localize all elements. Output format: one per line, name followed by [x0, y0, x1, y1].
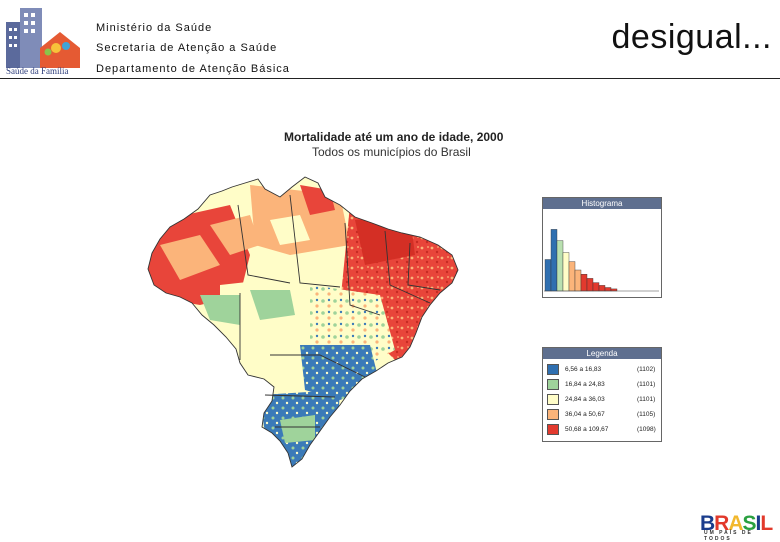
legend-swatch: [547, 394, 559, 405]
brasil-tagline: UM PAÍS DE TODOS: [704, 530, 753, 542]
histogram-bar: [610, 288, 618, 292]
legend-count: (1101): [637, 381, 656, 388]
department-name: Departamento de Atenção Básica: [96, 63, 290, 75]
histogram-bar: [586, 278, 594, 292]
legend-item: 36,04 a 50,67 (1105): [547, 409, 659, 421]
legend-range-label: 6,56 a 16,83: [565, 366, 602, 373]
legend-swatch: [547, 364, 559, 375]
map-subtitle: Todos os municípios do Brasil: [312, 145, 471, 159]
legend-swatch: [547, 409, 559, 420]
histogram-bar: [574, 269, 582, 292]
legend-panel: Legenda 6,56 a 16,83 (1102) 16,84 a 24,8…: [542, 347, 662, 442]
histogram-bar: [544, 259, 552, 292]
legend-range-label: 16,84 a 24,83: [565, 381, 605, 388]
histogram-bar: [604, 287, 612, 292]
slide-title: desigual...: [611, 18, 772, 56]
histogram-bar: [550, 229, 558, 292]
legend-title: Legenda: [543, 348, 661, 359]
legend-item: 24,84 a 36,03 (1101): [547, 394, 659, 406]
legend-item: 16,84 a 24,83 (1101): [547, 379, 659, 391]
header-divider: [0, 78, 780, 79]
legend-count: (1105): [637, 411, 656, 418]
secretariat-name: Secretaria de Atenção a Saúde: [96, 42, 278, 54]
brasil-logo: BRASIL: [700, 512, 774, 535]
saude-familia-logo: [4, 4, 90, 78]
histogram-bar: [598, 285, 606, 292]
histogram-bar: [562, 252, 570, 292]
legend-item: 6,56 a 16,83 (1102): [547, 364, 659, 376]
legend-item: 50,68 a 109,67 (1098): [547, 424, 659, 436]
histogram-bar: [568, 261, 576, 292]
brazil-choropleth-map: [147, 176, 459, 468]
legend-swatch: [547, 424, 559, 435]
logo-caption: Saúde da Família: [6, 66, 69, 76]
legend-count: (1101): [637, 396, 656, 403]
histogram-bar: [556, 240, 564, 292]
legend-range-label: 36,04 a 50,67: [565, 411, 605, 418]
histogram-panel: Histograma: [542, 197, 662, 298]
histogram-bar: [580, 273, 588, 292]
legend-range-label: 50,68 a 109,67: [565, 426, 609, 433]
legend-range-label: 24,84 a 36,03: [565, 396, 605, 403]
legend-count: (1102): [637, 366, 656, 373]
legend-swatch: [547, 379, 559, 390]
brasil-logo-text: BRASIL: [700, 512, 773, 535]
histogram-bar: [592, 282, 600, 292]
histogram-title: Histograma: [543, 198, 661, 209]
legend-count: (1098): [637, 426, 656, 433]
map-title: Mortalidade até um ano de idade, 2000: [284, 130, 504, 144]
ministry-name: Ministério da Saúde: [96, 22, 213, 34]
histogram-chart: [544, 229, 659, 292]
